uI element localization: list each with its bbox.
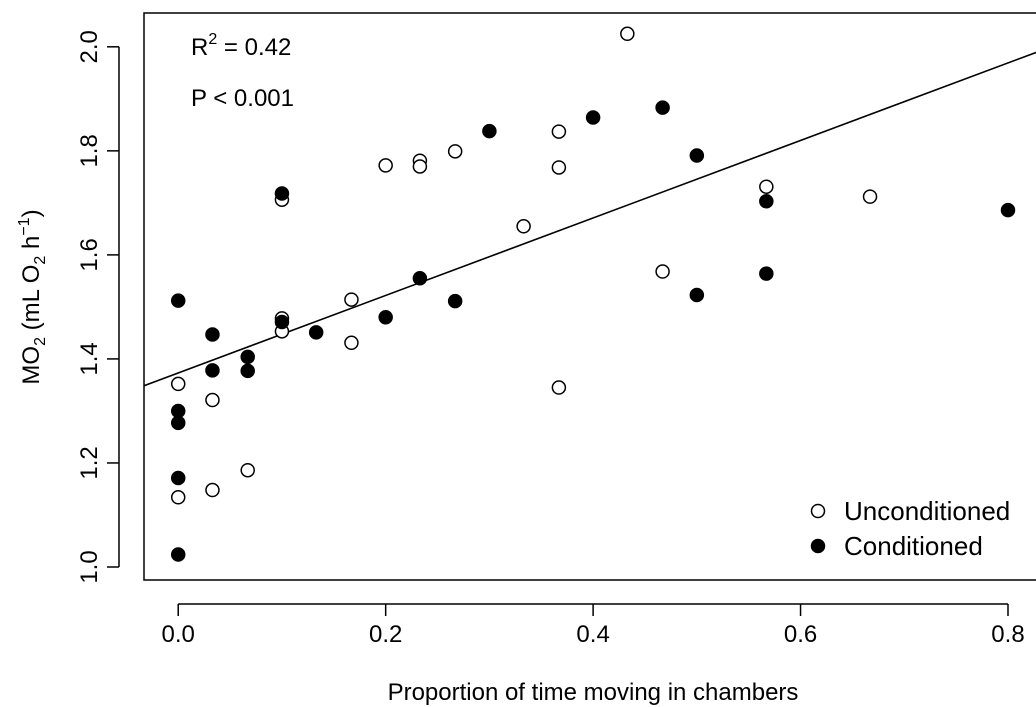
- r-squared-annotation: R2 = 0.42: [191, 31, 291, 61]
- point-conditioned: [447, 293, 463, 309]
- point-conditioned: [412, 271, 428, 286]
- y-axis: 1.0 1.2 1.4 1.6 1.8 2.0: [76, 30, 120, 584]
- point-conditioned: [585, 110, 601, 125]
- point-unconditioned: [551, 124, 567, 139]
- point-conditioned: [759, 194, 774, 209]
- point-unconditioned: [655, 264, 670, 279]
- x-axis: 0.0 0.2 0.4 0.6 0.8: [162, 603, 1025, 648]
- point-conditioned: [378, 310, 393, 325]
- point-conditioned: [1000, 202, 1016, 218]
- point-unconditioned: [412, 159, 428, 174]
- p-value-annotation: P < 0.001: [191, 85, 294, 112]
- point-unconditioned: [344, 335, 359, 351]
- legend-marker-unconditioned: [810, 503, 826, 519]
- data-points: [170, 26, 1016, 562]
- legend: Unconditioned Conditioned: [810, 496, 1010, 561]
- y-tick-label: 1.6: [76, 238, 103, 271]
- plot-frame: [143, 12, 1036, 581]
- x-tick-label: 0.4: [576, 621, 609, 648]
- x-tick-label: 0.6: [784, 621, 817, 648]
- point-conditioned: [205, 363, 220, 378]
- point-conditioned: [274, 186, 290, 201]
- y-tick-label: 1.4: [76, 342, 103, 375]
- point-unconditioned: [551, 380, 567, 395]
- point-conditioned: [170, 415, 186, 431]
- point-conditioned: [170, 547, 186, 562]
- point-unconditioned: [862, 189, 878, 204]
- point-unconditioned: [378, 158, 393, 173]
- legend-marker-conditioned: [810, 538, 826, 554]
- y-tick-label: 1.8: [76, 134, 103, 167]
- point-unconditioned: [759, 179, 774, 194]
- point-conditioned: [170, 293, 186, 308]
- point-conditioned: [689, 287, 705, 303]
- point-unconditioned: [447, 144, 463, 159]
- x-tick-label: 0.0: [162, 621, 195, 648]
- y-axis-title: MO2 (mL O2 h−1): [16, 209, 49, 384]
- point-unconditioned: [344, 292, 359, 307]
- point-unconditioned: [516, 219, 531, 234]
- x-tick-label: 0.8: [991, 621, 1024, 648]
- point-unconditioned: [240, 462, 255, 478]
- y-tick-label: 1.0: [76, 550, 103, 583]
- point-conditioned: [759, 266, 774, 281]
- point-unconditioned: [170, 490, 186, 505]
- x-axis-title: Proportion of time moving in chambers: [388, 679, 799, 706]
- point-conditioned: [170, 470, 186, 486]
- point-conditioned: [689, 148, 705, 163]
- point-unconditioned: [551, 160, 567, 175]
- point-conditioned: [205, 327, 220, 342]
- point-conditioned: [240, 349, 255, 365]
- point-unconditioned: [205, 482, 220, 498]
- point-conditioned: [482, 123, 497, 139]
- y-tick-label: 1.2: [76, 446, 103, 479]
- point-conditioned: [655, 100, 670, 115]
- point-unconditioned: [205, 392, 220, 408]
- legend-label-conditioned: Conditioned: [844, 531, 983, 561]
- regression-line: [144, 51, 1036, 387]
- legend-label-unconditioned: Unconditioned: [844, 496, 1010, 526]
- point-conditioned: [240, 363, 255, 379]
- point-unconditioned: [170, 376, 186, 392]
- point-conditioned: [308, 325, 324, 340]
- y-tick-label: 2.0: [76, 30, 103, 63]
- point-unconditioned: [620, 26, 635, 42]
- point-conditioned: [170, 403, 186, 419]
- point-conditioned: [274, 314, 290, 330]
- x-tick-label: 0.2: [369, 621, 402, 648]
